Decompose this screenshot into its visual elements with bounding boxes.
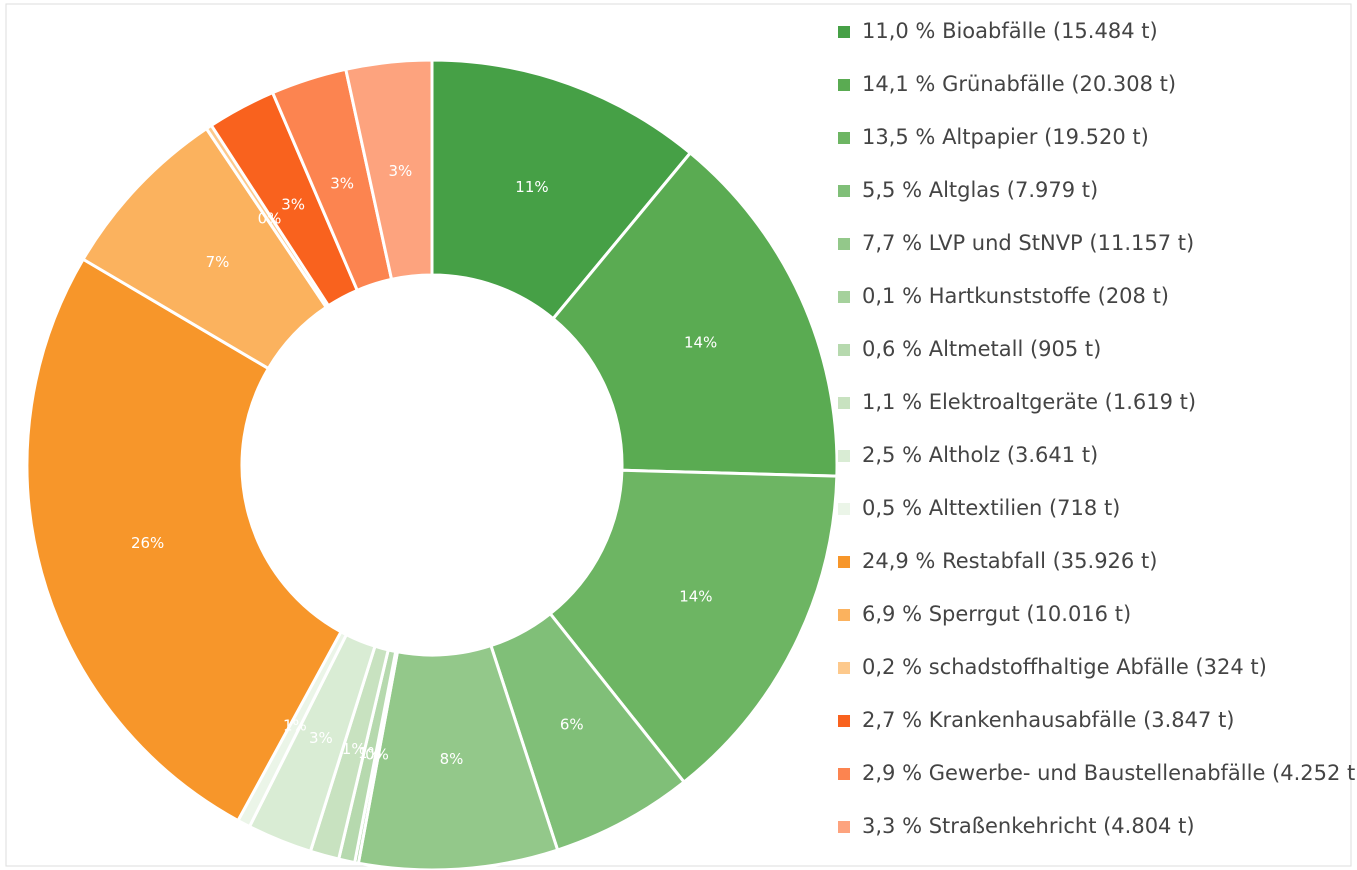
slice bbox=[25, 257, 344, 823]
slice bbox=[548, 468, 839, 785]
legend-swatch bbox=[838, 344, 850, 356]
slice-label: 14% bbox=[679, 587, 712, 605]
slice bbox=[430, 58, 693, 321]
slice bbox=[551, 150, 839, 478]
slice-label: 14% bbox=[684, 334, 717, 352]
legend-swatch bbox=[838, 185, 850, 197]
legend-label: 1,1 % Elektroaltgeräte (1.619 t) bbox=[862, 390, 1196, 414]
legend-swatch bbox=[838, 768, 850, 780]
slice-label: 3% bbox=[281, 195, 305, 213]
slice-label: 0% bbox=[258, 209, 282, 227]
legend-label: 0,2 % schadstoffhaltige Abfälle (324 t) bbox=[862, 655, 1267, 679]
legend-swatch bbox=[838, 609, 850, 621]
slice-label: 11% bbox=[515, 178, 548, 196]
legend-label: 14,1 % Grünabfälle (20.308 t) bbox=[862, 72, 1176, 96]
legend-label: 2,5 % Altholz (3.641 t) bbox=[862, 443, 1098, 467]
slice-label: 8% bbox=[440, 750, 464, 768]
legend-label: 6,9 % Sperrgut (10.016 t) bbox=[862, 602, 1131, 626]
legend-swatch bbox=[838, 556, 850, 568]
legend-label: 0,1 % Hartkunststoffe (208 t) bbox=[862, 284, 1169, 308]
slice-label: 3% bbox=[389, 162, 413, 180]
legend-label: 13,5 % Altpapier (19.520 t) bbox=[862, 125, 1149, 149]
legend-label: 3,3 % Straßenkehricht (4.804 t) bbox=[862, 814, 1195, 838]
slice-label: 1% bbox=[358, 744, 382, 762]
legend-swatch bbox=[838, 715, 850, 727]
legend-swatch bbox=[838, 238, 850, 250]
legend-swatch bbox=[838, 503, 850, 515]
legend-swatch bbox=[838, 291, 850, 303]
legend-swatch bbox=[838, 132, 850, 144]
frame bbox=[5, 3, 1352, 867]
legend-label: 2,7 % Krankenhausabfälle (3.847 t) bbox=[862, 708, 1235, 732]
slice-label: 0% bbox=[365, 745, 389, 763]
slice-label: 3% bbox=[309, 729, 333, 747]
legend-label: 5,5 % Altglas (7.979 t) bbox=[862, 178, 1098, 202]
legend-label: 0,5 % Alttextilien (718 t) bbox=[862, 496, 1120, 520]
slice-label: 1% bbox=[283, 717, 307, 735]
legend-label: 24,9 % Restabfall (35.926 t) bbox=[862, 549, 1157, 573]
slice bbox=[344, 58, 434, 282]
slice-label: 3% bbox=[330, 175, 354, 193]
legend-swatch bbox=[838, 26, 850, 38]
legend-swatch bbox=[838, 821, 850, 833]
slice-label: 26% bbox=[131, 534, 164, 552]
legend-label: 7,7 % LVP und StNVP (11.157 t) bbox=[862, 231, 1194, 255]
legend-label: 0,6 % Altmetall (905 t) bbox=[862, 337, 1101, 361]
legend-swatch bbox=[838, 79, 850, 91]
slice-label: 6% bbox=[560, 715, 584, 733]
legend-swatch bbox=[838, 397, 850, 409]
slice-label: 1% bbox=[342, 740, 366, 758]
legend-label: 2,9 % Gewerbe- und Baustellenabfälle (4.… bbox=[862, 761, 1357, 785]
legend-label: 11,0 % Bioabfälle (15.484 t) bbox=[862, 19, 1158, 43]
slice-label: 7% bbox=[206, 253, 230, 271]
legend-swatch bbox=[838, 662, 850, 674]
legend-swatch bbox=[838, 450, 850, 462]
